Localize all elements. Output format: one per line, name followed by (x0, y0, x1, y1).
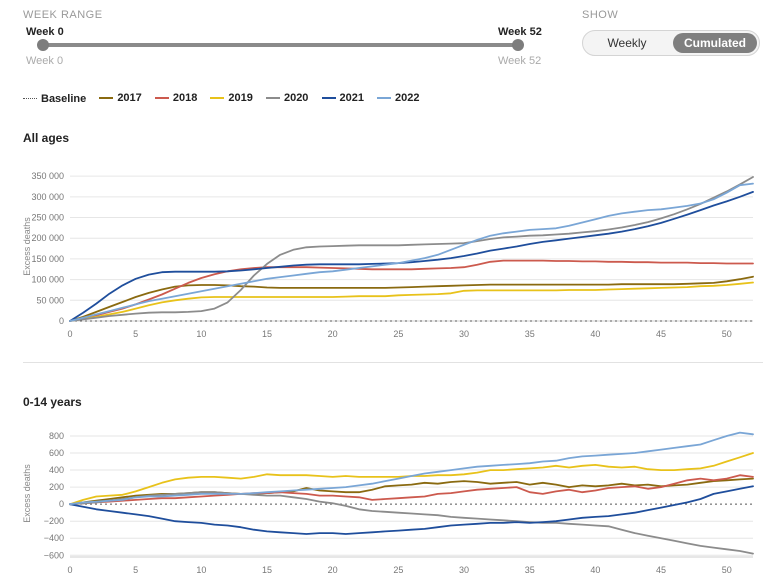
x-tick-label: 10 (196, 329, 206, 339)
show-label: SHOW (582, 9, 619, 21)
legend-label: 2022 (395, 92, 420, 104)
y-tick-label: 300 000 (31, 192, 64, 202)
x-tick-label: 40 (590, 565, 600, 575)
legend-swatch (23, 98, 37, 99)
range-end-label: Week 52 (498, 26, 542, 38)
legend-label: 2017 (117, 92, 142, 104)
legend-item-baseline[interactable]: Baseline (23, 93, 86, 105)
legend: Baseline 2017 2018 2019 2020 2021 2022 (23, 90, 430, 105)
legend-item-2020[interactable]: 2020 (265, 92, 309, 104)
series-line-2017[interactable] (69, 477, 754, 506)
series-line-2018[interactable] (69, 474, 754, 506)
x-tick-label: 30 (459, 329, 469, 339)
y-tick-label: 200 (49, 482, 64, 492)
y-tick-label: −600 (44, 550, 64, 560)
range-start-handle[interactable] (37, 39, 49, 51)
view-toggle[interactable]: Weekly Cumulated (582, 30, 760, 56)
legend-swatch (265, 97, 280, 99)
legend-swatch (99, 97, 114, 99)
y-tick-label: 250 000 (31, 213, 64, 223)
chart-title-0-14-years: 0-14 years (23, 395, 82, 409)
x-tick-label: 25 (393, 565, 403, 575)
y-tick-label: 100 000 (31, 275, 64, 285)
x-tick-label: 20 (328, 329, 338, 339)
series-line-2021[interactable] (69, 190, 754, 322)
x-tick-label: 0 (67, 565, 72, 575)
series-line-2022[interactable] (69, 182, 754, 322)
series-line-2021[interactable] (69, 485, 754, 535)
x-tick-label: 10 (196, 565, 206, 575)
legend-label: 2020 (283, 92, 309, 104)
y-axis-label: Excess deaths (22, 217, 32, 276)
y-tick-label: 200 000 (31, 233, 64, 243)
legend-item-2021[interactable]: 2021 (321, 92, 364, 104)
weekly-toggle-button[interactable]: Weekly (607, 36, 647, 50)
week-range-label: WEEK RANGE (23, 9, 103, 21)
legend-item-2022[interactable]: 2022 (377, 92, 420, 104)
cumulated-toggle-button[interactable]: Cumulated (673, 33, 757, 53)
x-tick-label: 50 (722, 329, 732, 339)
y-tick-label: 350 000 (31, 171, 64, 181)
all-ages-chart: 0 50 000 100 000 150 000 200 000 250 000 300 0… (22, 171, 754, 339)
legend-item-2019[interactable]: 2019 (210, 92, 253, 104)
y-tick-label: 400 (49, 465, 64, 475)
x-tick-label: 40 (590, 329, 600, 339)
series-line-2019[interactable] (69, 281, 754, 322)
legend-swatch (321, 97, 336, 99)
x-tick-label: 25 (393, 329, 403, 339)
y-axis-label: Excess deaths (22, 464, 32, 523)
x-tick-label: 50 (722, 565, 732, 575)
x-tick-label: 45 (656, 565, 666, 575)
y-tick-label: 600 (49, 448, 64, 458)
x-tick-label: 5 (133, 329, 138, 339)
series-line-2020[interactable] (69, 491, 754, 555)
y-tick-label: 150 000 (31, 254, 64, 264)
x-tick-label: 30 (459, 565, 469, 575)
y-tick-label: 0 (59, 316, 64, 326)
x-tick-label: 35 (525, 329, 535, 339)
range-end-handle[interactable] (512, 39, 524, 51)
y-tick-label: 800 (49, 431, 64, 441)
legend-label: 2019 (228, 92, 253, 104)
section-divider (23, 362, 763, 363)
y-tick-label: 50 000 (36, 295, 64, 305)
range-start-value: Week 0 (26, 55, 64, 67)
legend-label: 2021 (339, 92, 364, 104)
legend-label: Baseline (41, 92, 87, 105)
x-tick-label: 35 (525, 565, 535, 575)
legend-swatch (154, 97, 169, 99)
legend-swatch (377, 97, 392, 99)
y-tick-label: −400 (44, 533, 64, 543)
range-start-label: Week 0 (26, 26, 64, 38)
x-tick-label: 45 (656, 329, 666, 339)
x-tick-label: 20 (328, 565, 338, 575)
series-line-2020[interactable] (69, 176, 754, 322)
legend-item-2017[interactable]: 2017 (99, 92, 142, 104)
week-range-track[interactable] (42, 43, 520, 47)
series-line-2022[interactable] (69, 431, 754, 506)
x-tick-label: 15 (262, 565, 272, 575)
range-end-value: Week 52 (498, 55, 542, 67)
x-tick-label: 15 (262, 329, 272, 339)
legend-item-2018[interactable]: 2018 (154, 92, 198, 104)
age-0-14-chart: −600 −400 −200 0 200 400 600 800 0 5 10 15 20 25 30 35 4… (22, 431, 754, 575)
series-line-2018[interactable] (69, 259, 754, 322)
x-tick-label: 0 (67, 329, 72, 339)
x-tick-label: 5 (133, 565, 138, 575)
legend-label: 2018 (172, 92, 198, 104)
legend-swatch (210, 97, 225, 99)
chart-title-all-ages: All ages (23, 131, 70, 145)
y-tick-label: 0 (59, 499, 64, 509)
series-line-2017[interactable] (69, 275, 754, 322)
y-tick-label: −200 (44, 516, 64, 526)
